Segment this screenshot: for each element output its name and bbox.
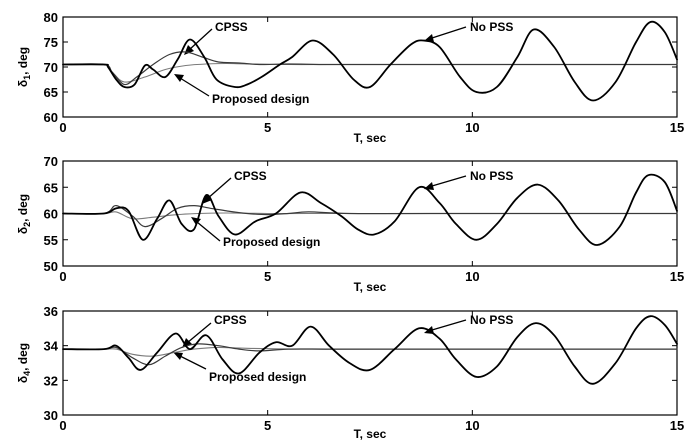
series-line-proposed-design-1 <box>62 62 678 83</box>
annotation-arrow-proposed-2 <box>196 221 221 242</box>
annotation-arrowhead-cpss-3 <box>182 338 192 348</box>
y-tick-label-3-32: 32 <box>44 373 58 388</box>
series-line-cpss-1 <box>62 51 678 86</box>
plot-frame-3 <box>62 310 678 416</box>
chart-panel-1: δ1, deg T, sec CPSS No PSS Proposed desi… <box>16 16 678 145</box>
chart-marks: 0 5 10 15 60 65 70 75 80 0 5 10 15 50 55 60 65 70 0 5 10 15 30… <box>44 10 685 433</box>
plot-frame-1 <box>62 16 678 118</box>
annotation-nopss-2: No PSS <box>470 169 513 183</box>
y-tick-label-3-36: 36 <box>44 304 58 319</box>
y-axis-label-main-1: δ <box>16 80 30 87</box>
x-tick-label-1-5: 5 <box>264 120 271 135</box>
y-axis-label-sub-3: 4 <box>22 371 32 376</box>
y-tick-label-1-70: 70 <box>44 60 58 75</box>
x-tick-label-1-0: 0 <box>59 120 66 135</box>
y-tick-label-3-34: 34 <box>44 339 59 354</box>
series-line-no-pss-3 <box>62 315 678 385</box>
x-tick-label-1-10: 10 <box>465 120 479 135</box>
annotation-arrow-cpss-1 <box>188 28 213 51</box>
annotation-arrow-nopss-2 <box>431 175 467 187</box>
x-tick-label-3-5: 5 <box>264 418 271 433</box>
annotation-arrow-nopss-3 <box>431 319 467 331</box>
annotation-nopss-1: No PSS <box>470 20 513 34</box>
annotation-cpss-3: CPSS <box>214 313 247 327</box>
annotation-arrowhead-proposed-1 <box>174 74 184 82</box>
svg-text:δ2, deg: δ2, deg <box>16 194 32 234</box>
x-tick-label-2-5: 5 <box>264 269 271 284</box>
y-axis-label-3: δ4, deg <box>16 343 32 383</box>
y-axis-label-2: δ2, deg <box>16 194 32 234</box>
y-tick-label-1-60: 60 <box>44 110 58 125</box>
annotation-arrow-cpss-3 <box>186 322 212 344</box>
x-tick-label-1-15: 15 <box>670 120 684 135</box>
y-axis-label-rest-2: , deg <box>16 194 30 222</box>
y-tick-label-2-70: 70 <box>44 154 58 169</box>
annotation-arrow-proposed-1 <box>179 77 210 97</box>
y-axis-label-sub-1: 1 <box>22 75 32 80</box>
annotation-nopss-3: No PSS <box>470 313 513 327</box>
x-axis-label-3: T, sec <box>354 427 387 441</box>
x-tick-label-3-10: 10 <box>465 418 479 433</box>
y-axis-label-1: δ1, deg <box>16 47 32 87</box>
y-tick-label-3-30: 30 <box>44 408 58 423</box>
y-axis-label-main-3: δ <box>16 376 30 383</box>
y-tick-label-1-65: 65 <box>44 85 58 100</box>
annotation-arrow-nopss-1 <box>431 26 467 39</box>
y-axis-label-main-2: δ <box>16 227 30 234</box>
annotation-arrowhead-proposed-3 <box>173 352 183 360</box>
annotation-proposed-2: Proposed design <box>223 235 320 249</box>
chart-panel-3: δ4, deg T, sec CPSS No PSS Proposed desi… <box>16 310 678 441</box>
annotation-proposed-1: Proposed design <box>212 92 309 106</box>
y-axis-label-sub-2: 2 <box>22 222 32 227</box>
annotation-arrow-proposed-3 <box>179 355 207 370</box>
series-line-proposed-design-2 <box>62 211 678 220</box>
svg-text:δ1, deg: δ1, deg <box>16 47 32 87</box>
series-line-no-pss-2 <box>62 173 678 246</box>
series-line-no-pss-1 <box>62 20 678 102</box>
svg-text:δ4, deg: δ4, deg <box>16 343 32 383</box>
x-tick-label-3-0: 0 <box>59 418 66 433</box>
y-tick-label-2-50: 50 <box>44 259 58 274</box>
x-tick-label-3-15: 15 <box>670 418 684 433</box>
annotation-cpss-2: CPSS <box>234 169 267 183</box>
x-tick-label-2-0: 0 <box>59 269 66 284</box>
x-axis-label-2: T, sec <box>354 280 387 294</box>
annotation-arrowhead-cpss-2 <box>202 194 212 204</box>
y-tick-label-1-80: 80 <box>44 10 58 25</box>
x-tick-label-2-10: 10 <box>465 269 479 284</box>
annotation-cpss-1: CPSS <box>215 20 248 34</box>
annotation-arrow-cpss-2 <box>206 177 232 200</box>
y-tick-label-2-60: 60 <box>44 207 58 222</box>
x-axis-label-1: T, sec <box>354 131 387 145</box>
y-tick-label-1-75: 75 <box>44 35 58 50</box>
x-tick-label-2-15: 15 <box>670 269 684 284</box>
y-axis-label-rest-3: , deg <box>16 343 30 371</box>
y-tick-label-2-55: 55 <box>44 233 58 248</box>
y-tick-label-2-65: 65 <box>44 180 58 195</box>
y-axis-label-rest-1: , deg <box>16 47 30 75</box>
annotation-proposed-3: Proposed design <box>209 370 306 384</box>
